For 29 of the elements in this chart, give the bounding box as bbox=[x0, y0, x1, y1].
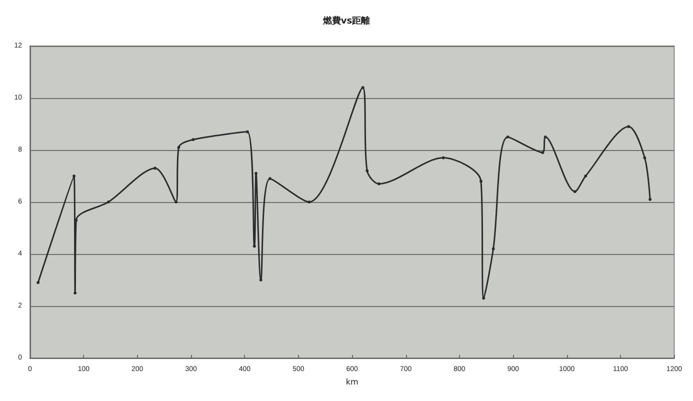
point bbox=[584, 174, 588, 178]
point bbox=[254, 172, 258, 175]
point bbox=[573, 190, 576, 194]
point bbox=[246, 130, 249, 134]
line-series bbox=[36, 86, 652, 300]
point bbox=[74, 292, 77, 294]
point bbox=[544, 136, 547, 138]
point bbox=[506, 136, 510, 138]
point bbox=[648, 198, 652, 201]
point bbox=[643, 156, 646, 160]
chart-title: 燃費vs距離 bbox=[322, 16, 370, 26]
point bbox=[479, 180, 482, 183]
point bbox=[154, 166, 157, 170]
point bbox=[482, 296, 486, 300]
point bbox=[192, 138, 195, 142]
point bbox=[252, 244, 256, 248]
point bbox=[442, 156, 445, 160]
point bbox=[492, 247, 495, 250]
point bbox=[541, 151, 544, 154]
point bbox=[377, 182, 380, 186]
point bbox=[259, 278, 262, 282]
point bbox=[36, 281, 40, 284]
point bbox=[361, 86, 364, 90]
x-axis-title: km bbox=[346, 377, 359, 386]
point bbox=[366, 169, 369, 172]
point bbox=[106, 200, 110, 204]
point bbox=[268, 177, 272, 180]
point bbox=[177, 146, 180, 149]
point bbox=[627, 125, 630, 128]
